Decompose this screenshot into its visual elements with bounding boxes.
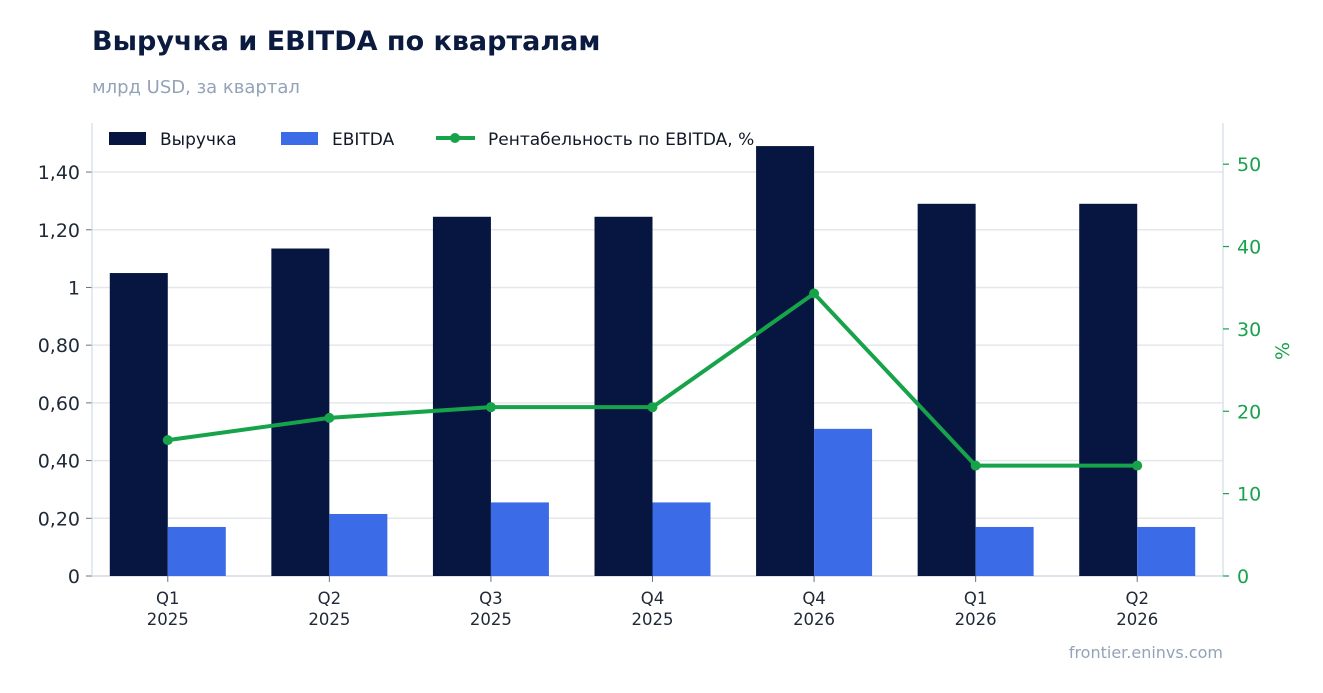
x-tick-label-quarter: Q1 xyxy=(156,589,180,608)
chart-subtitle: млрд USD, за квартал xyxy=(92,77,300,98)
y-right-tick-label: 0 xyxy=(1237,566,1249,588)
bar-ebitda xyxy=(975,526,1034,576)
x-tick-label-quarter: Q1 xyxy=(964,589,988,608)
y-left-tick-label: 1,40 xyxy=(38,162,80,184)
legend-swatch-revenue xyxy=(109,132,146,145)
y-left-tick-label: 0 xyxy=(68,566,80,588)
x-tick-label-year: 2025 xyxy=(470,610,512,629)
margin-point xyxy=(324,412,335,423)
legend-label-margin: Рентабельность по EBITDA, % xyxy=(488,130,754,150)
legend-label-ebitda: EBITDA xyxy=(332,130,395,150)
y-left-tick-label: 0,40 xyxy=(38,451,80,473)
legend-swatch-ebitda xyxy=(281,132,318,145)
x-tick-label-year: 2025 xyxy=(632,610,674,629)
y-right-axis-title: % xyxy=(1272,342,1294,360)
bar-revenue xyxy=(1079,203,1138,577)
y-left-tick-label: 0,20 xyxy=(38,508,80,530)
margin-point xyxy=(970,460,981,471)
bar-ebitda xyxy=(814,428,873,576)
y-right-tick-label: 20 xyxy=(1237,401,1261,423)
bar-ebitda xyxy=(652,502,711,576)
margin-point xyxy=(647,402,658,413)
margin-point xyxy=(485,402,496,413)
x-tick-label-year: 2025 xyxy=(147,610,189,629)
bar-revenue xyxy=(594,216,653,577)
bar-revenue xyxy=(109,273,168,576)
bar-ebitda xyxy=(167,526,226,576)
x-tick-label-quarter: Q2 xyxy=(1125,589,1149,608)
bar-ebitda xyxy=(329,513,388,576)
legend-label-revenue: Выручка xyxy=(160,130,237,150)
y-left-tick-label: 0,80 xyxy=(38,335,80,357)
bar-ebitda xyxy=(490,502,549,576)
legend-swatch-margin-marker xyxy=(450,133,460,143)
x-tick-label-year: 2026 xyxy=(955,610,997,629)
y-right-tick-label: 10 xyxy=(1237,484,1261,506)
y-right-tick-label: 50 xyxy=(1237,154,1261,176)
x-tick-label-quarter: Q4 xyxy=(641,589,665,608)
margin-point xyxy=(162,435,173,446)
margin-point xyxy=(809,288,820,299)
chart-title: Выручка и EBITDA по кварталам xyxy=(92,26,601,57)
x-tick-label-quarter: Q2 xyxy=(318,589,342,608)
x-tick-label-quarter: Q4 xyxy=(802,589,826,608)
x-tick-label-quarter: Q3 xyxy=(479,589,503,608)
margin-point xyxy=(1132,460,1143,471)
x-tick-label-year: 2026 xyxy=(1116,610,1158,629)
y-right-tick-label: 30 xyxy=(1237,319,1261,341)
x-tick-label-year: 2025 xyxy=(308,610,350,629)
y-left-tick-label: 1,20 xyxy=(38,220,80,242)
source-credit[interactable]: frontier.eninvs.com xyxy=(1068,643,1223,662)
bar-ebitda xyxy=(1137,526,1196,576)
y-right-tick-label: 40 xyxy=(1237,237,1261,259)
y-left-tick-label: 0,60 xyxy=(38,393,80,415)
x-tick-label-year: 2026 xyxy=(793,610,835,629)
y-left-tick-label: 1 xyxy=(68,277,80,299)
bar-revenue xyxy=(756,146,815,576)
bar-revenue xyxy=(271,248,330,576)
bar-revenue xyxy=(917,203,976,577)
bar-revenue xyxy=(432,216,491,577)
